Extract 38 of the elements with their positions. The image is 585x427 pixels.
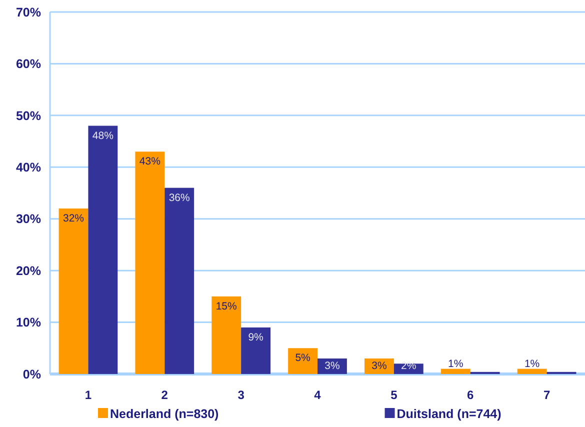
x-tick-label: 3 — [238, 388, 245, 402]
data-label: 5% — [295, 352, 310, 364]
data-label: 2% — [401, 360, 416, 372]
data-label: 36% — [168, 192, 190, 204]
data-label: 48% — [92, 130, 114, 142]
data-label: 1% — [448, 358, 464, 370]
data-label: 43% — [139, 156, 160, 168]
bar — [88, 126, 118, 374]
y-tick-label: 50% — [16, 108, 41, 123]
x-tick-label: 7 — [543, 388, 550, 402]
y-tick-label: 40% — [16, 160, 41, 175]
bar — [440, 368, 470, 374]
y-tick-label: 30% — [16, 212, 41, 226]
bar — [164, 188, 194, 374]
legend-label: Nederland (n=830) — [110, 407, 219, 421]
x-tick-label: 4 — [314, 388, 322, 402]
x-tick-label: 2 — [161, 388, 168, 402]
bar — [212, 296, 242, 374]
bar — [135, 152, 165, 374]
bar — [241, 327, 270, 374]
data-label: 15% — [216, 300, 237, 312]
y-tick-label: 0% — [22, 367, 41, 382]
x-tick-label: 1 — [84, 388, 92, 402]
data-label: 1% — [524, 358, 540, 370]
y-tick-label: 60% — [16, 57, 41, 72]
bar — [58, 208, 88, 374]
x-tick-label: 6 — [467, 388, 474, 402]
data-label: 3% — [372, 360, 387, 372]
y-tick-label: 20% — [16, 264, 41, 278]
data-label: 32% — [62, 212, 84, 225]
y-tick-label: 70% — [16, 5, 41, 20]
data-label: 3% — [324, 360, 340, 372]
data-label: 9% — [248, 331, 264, 344]
bar — [517, 368, 547, 374]
bar — [288, 348, 318, 374]
x-tick-label: 5 — [390, 388, 398, 402]
y-tick-label: 10% — [16, 316, 41, 330]
legend-label: Duitsland (n=744) — [396, 407, 502, 421]
